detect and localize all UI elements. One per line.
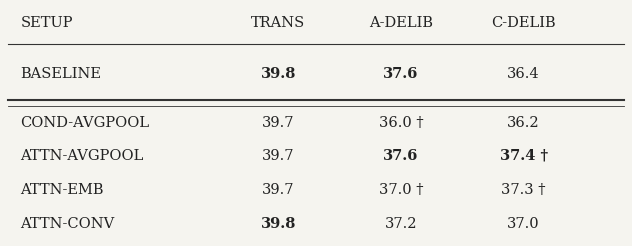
Text: 39.8: 39.8 xyxy=(260,217,296,231)
Text: ATTN-CONV: ATTN-CONV xyxy=(20,217,114,231)
Text: SETUP: SETUP xyxy=(20,16,73,30)
Text: 37.6: 37.6 xyxy=(383,67,418,81)
Text: 39.8: 39.8 xyxy=(260,67,296,81)
Text: ATTN-AVGPOOL: ATTN-AVGPOOL xyxy=(20,149,143,163)
Text: 37.0: 37.0 xyxy=(507,217,540,231)
Text: 39.7: 39.7 xyxy=(262,116,295,130)
Text: 39.7: 39.7 xyxy=(262,183,295,197)
Text: 37.6: 37.6 xyxy=(383,149,418,163)
Text: BASELINE: BASELINE xyxy=(20,67,101,81)
Text: 37.4 †: 37.4 † xyxy=(499,149,548,163)
Text: A-DELIB: A-DELIB xyxy=(369,16,433,30)
Text: 36.0 †: 36.0 † xyxy=(379,116,423,130)
Text: 37.2: 37.2 xyxy=(385,217,417,231)
Text: TRANS: TRANS xyxy=(251,16,305,30)
Text: 37.3 †: 37.3 † xyxy=(501,183,546,197)
Text: 39.7: 39.7 xyxy=(262,149,295,163)
Text: C-DELIB: C-DELIB xyxy=(491,16,556,30)
Text: 36.2: 36.2 xyxy=(507,116,540,130)
Text: 37.0 †: 37.0 † xyxy=(379,183,423,197)
Text: ATTN-EMB: ATTN-EMB xyxy=(20,183,104,197)
Text: COND-AVGPOOL: COND-AVGPOOL xyxy=(20,116,149,130)
Text: 36.4: 36.4 xyxy=(507,67,540,81)
